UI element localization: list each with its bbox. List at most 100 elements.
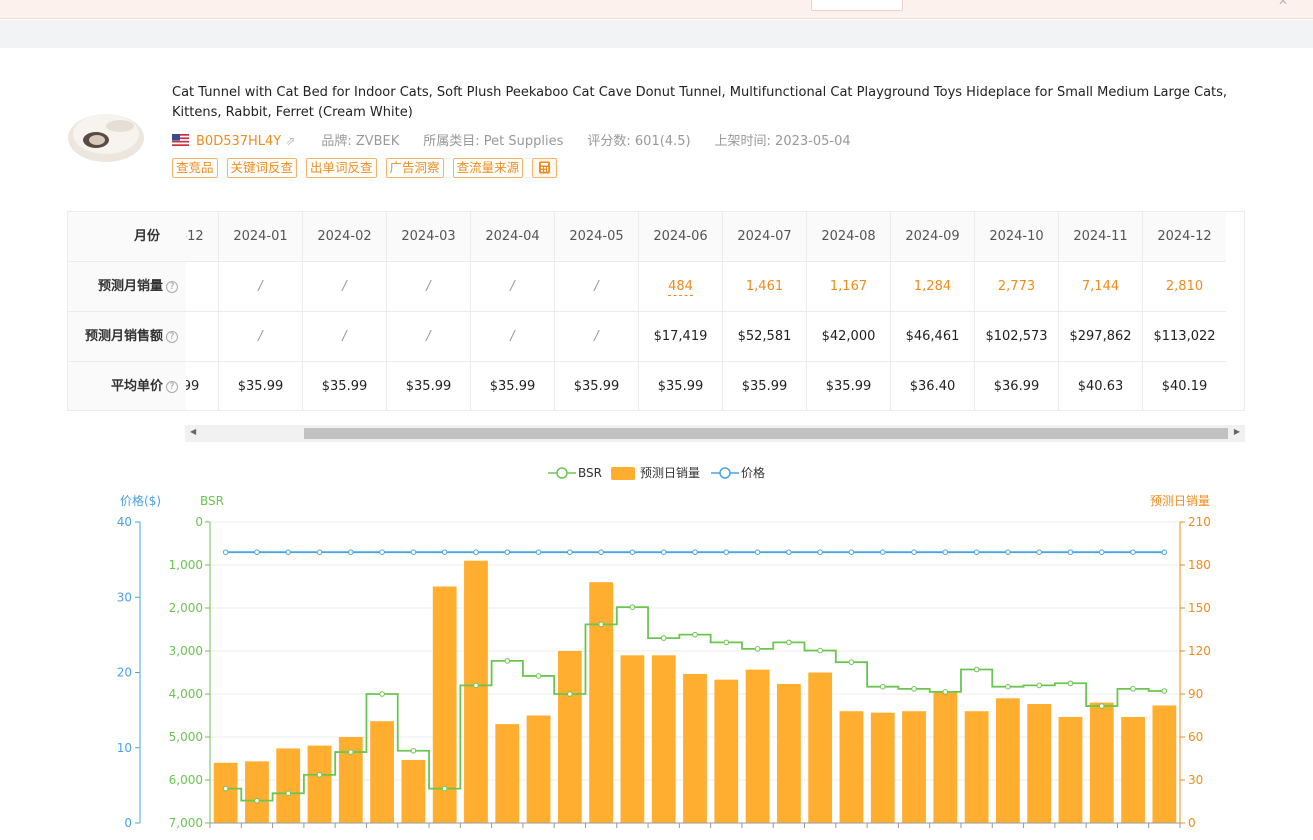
price-point <box>441 549 448 555</box>
legend-daily-marker <box>611 467 635 480</box>
calculator-icon[interactable] <box>532 158 558 178</box>
asin-link[interactable]: B0D537HL4Y <box>196 134 282 149</box>
revenue-cell: $102,573 <box>975 312 1058 362</box>
daily-sales-bar <box>714 679 739 823</box>
daily-sales-bar <box>1027 704 1052 823</box>
close-icon[interactable]: ✕ <box>1278 0 1289 8</box>
price-cell: $35.99 <box>237 379 284 394</box>
daily-sales-bar <box>870 712 895 823</box>
bsr-point <box>1098 703 1105 709</box>
price-point <box>692 549 698 555</box>
us-flag-icon <box>172 134 189 146</box>
month-cell: 2024-01 <box>219 212 302 262</box>
bsr-point <box>1130 686 1136 692</box>
bsr-tick-label: 5,000 <box>169 730 203 744</box>
month-cell: 2024-11 <box>1059 212 1142 262</box>
bsr-point <box>473 682 479 689</box>
scroll-right-icon[interactable]: ▶ <box>1233 427 1240 436</box>
help-icon[interactable]: ? <box>166 331 178 343</box>
help-icon[interactable]: ? <box>166 381 178 393</box>
table-column: 2024-07 1,461 $52,581 $35.99 <box>722 212 806 410</box>
scrollbar-thumb[interactable] <box>304 428 1228 439</box>
listed-date-text: 上架时间: 2023-05-04 <box>714 134 851 149</box>
bsr-tick-label: 0 <box>195 515 203 529</box>
daily-sales-bar <box>1152 705 1177 823</box>
price-cell: $35.99 <box>321 379 368 394</box>
revenue-cell: / <box>555 312 638 362</box>
table-scrollbar[interactable]: ◀ ▶ <box>185 425 1245 442</box>
share-icon[interactable]: ⇗ <box>285 134 296 148</box>
daily-sales-bar <box>432 586 457 823</box>
month-cell: 2024-07 <box>723 212 806 262</box>
units-cell: 1,461 <box>723 262 806 312</box>
daily-tick-label: 90 <box>1188 687 1203 701</box>
daily-tick-label: 0 <box>1188 816 1196 830</box>
units-cell: 2,773 <box>975 262 1058 312</box>
bsr-axis-title: BSR <box>200 494 224 508</box>
price-point <box>942 549 949 555</box>
daily-sales-bar <box>557 651 582 823</box>
daily-sales-bar <box>370 721 394 823</box>
units-link[interactable]: 484 <box>668 279 693 296</box>
month-cell: 2024-10 <box>975 212 1058 262</box>
product-title[interactable]: Cat Tunnel with Cat Bed for Indoor Cats,… <box>172 85 1228 120</box>
bsr-point <box>598 621 604 628</box>
month-cell: 2024-04 <box>471 212 554 262</box>
ad-insight-button[interactable]: 广告洞察 <box>385 158 444 178</box>
sales-chart: BSR 预测日销量 价格 价格($) BSR 预测日销量 40 30 20 10 0 0 1,000 2,… <box>0 455 1313 836</box>
daily-tick-label: 30 <box>1188 773 1203 787</box>
bsr-point <box>379 691 385 697</box>
price-point <box>723 549 730 555</box>
product-image[interactable] <box>66 100 146 166</box>
revenue-cell: $46,461 <box>891 312 974 362</box>
row-header-price: 平均单价? <box>68 362 186 410</box>
price-point <box>567 549 573 555</box>
price-tick-label: 0 <box>124 816 132 830</box>
units-cell: 484 <box>639 262 722 312</box>
daily-axis-title: 预测日销量 <box>1150 494 1210 508</box>
units-cell: / <box>555 262 638 312</box>
table-scroll-area: 2023-12//$35.992024-01//$35.992024-02//$… <box>186 212 1244 410</box>
bsr-point <box>222 785 229 792</box>
monthly-sales-table: 月份 预测月销量? 预测月销售额? 平均单价? 2023-12//$35.992… <box>67 211 1245 411</box>
revenue-cell: / <box>219 312 302 362</box>
bsr-point <box>1067 680 1074 687</box>
help-icon[interactable]: ? <box>166 281 178 293</box>
order-keyword-button[interactable]: 出单词反查 <box>306 158 377 178</box>
daily-tick-label: 210 <box>1188 515 1211 529</box>
daily-sales-bar <box>808 672 833 823</box>
bsr-point <box>754 646 761 652</box>
price-point <box>1098 549 1105 555</box>
daily-sales-bar <box>902 711 926 823</box>
price-point <box>973 549 980 555</box>
revenue-cell: $52,581 <box>723 312 806 362</box>
price-axis-title: 价格($) <box>120 493 161 508</box>
daily-sales-bar <box>589 582 614 823</box>
daily-sales-bar <box>651 655 676 823</box>
daily-sales-bar <box>526 715 551 823</box>
bsr-point <box>848 659 855 665</box>
daily-tick-label: 150 <box>1188 601 1211 615</box>
notice-button[interactable] <box>811 0 903 11</box>
daily-sales-bar <box>338 737 363 823</box>
month-cell: 2023-12 <box>186 212 218 262</box>
traffic-source-button[interactable]: 查流量来源 <box>452 158 524 178</box>
price-point <box>379 549 385 555</box>
price-cell: $36.99 <box>993 379 1040 394</box>
table-column: 2024-09 1,284 $46,461 $36.40 <box>890 212 974 410</box>
bsr-point <box>1005 683 1011 690</box>
bsr-point <box>660 635 667 641</box>
price-point <box>1005 549 1011 555</box>
price-tick-label: 40 <box>117 515 132 529</box>
revenue-cell: / <box>186 312 218 362</box>
row-header-units: 预测月销量? <box>68 262 186 312</box>
bsr-point <box>723 639 730 646</box>
units-cell: / <box>219 262 302 312</box>
competitor-button[interactable]: 查竞品 <box>172 158 218 178</box>
keyword-reverse-button[interactable]: 关键词反查 <box>226 158 298 178</box>
price-point <box>316 549 323 555</box>
month-cell: 2024-06 <box>639 212 722 262</box>
units-cell: 2,810 <box>1143 262 1226 312</box>
notice-bar: ✕ <box>0 0 1313 19</box>
scroll-left-icon[interactable]: ◀ <box>190 427 197 436</box>
